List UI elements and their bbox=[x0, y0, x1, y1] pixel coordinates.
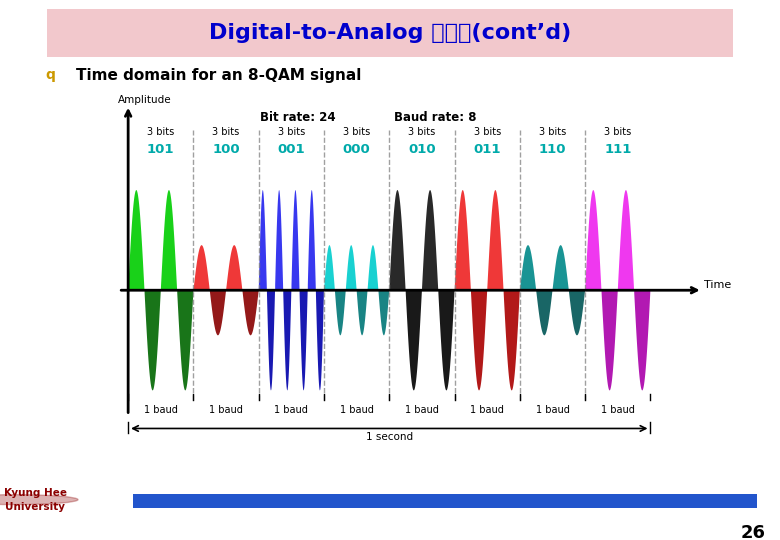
Text: Baud rate: 8: Baud rate: 8 bbox=[394, 111, 477, 124]
Text: 3 bits: 3 bits bbox=[604, 127, 631, 137]
Text: 3 bits: 3 bits bbox=[343, 127, 370, 137]
Text: 011: 011 bbox=[473, 144, 501, 157]
Text: 101: 101 bbox=[147, 144, 175, 157]
Text: 3 bits: 3 bits bbox=[147, 127, 175, 137]
Text: 3 bits: 3 bits bbox=[408, 127, 435, 137]
Text: 1 baud: 1 baud bbox=[340, 406, 374, 415]
Text: 3 bits: 3 bits bbox=[473, 127, 501, 137]
Text: Time domain for an 8-QAM signal: Time domain for an 8-QAM signal bbox=[76, 68, 361, 83]
Text: Amplitude: Amplitude bbox=[119, 95, 172, 105]
Text: 1 baud: 1 baud bbox=[601, 406, 635, 415]
Text: Time: Time bbox=[704, 280, 731, 290]
Text: 26: 26 bbox=[740, 524, 765, 540]
Text: 3 bits: 3 bits bbox=[539, 127, 566, 137]
Bar bbox=[133, 494, 757, 508]
Text: 1 baud: 1 baud bbox=[275, 406, 308, 415]
FancyBboxPatch shape bbox=[12, 7, 768, 59]
Text: Bit rate: 24: Bit rate: 24 bbox=[260, 111, 335, 124]
Text: 3 bits: 3 bits bbox=[212, 127, 239, 137]
Text: 1 baud: 1 baud bbox=[209, 406, 243, 415]
Text: 1 second: 1 second bbox=[366, 433, 413, 442]
Text: 001: 001 bbox=[278, 144, 305, 157]
Text: 1 baud: 1 baud bbox=[405, 406, 439, 415]
Text: Digital-to-Analog 부호화(cont’d): Digital-to-Analog 부호화(cont’d) bbox=[209, 23, 571, 43]
Circle shape bbox=[0, 495, 78, 504]
Text: q: q bbox=[45, 68, 55, 82]
Text: 111: 111 bbox=[604, 144, 632, 157]
Text: 100: 100 bbox=[212, 144, 240, 157]
Text: Kyung Hee
University: Kyung Hee University bbox=[4, 488, 66, 511]
Text: 1 baud: 1 baud bbox=[470, 406, 504, 415]
Text: 1 baud: 1 baud bbox=[144, 406, 178, 415]
Text: 010: 010 bbox=[408, 144, 436, 157]
Text: 1 baud: 1 baud bbox=[536, 406, 569, 415]
Text: 3 bits: 3 bits bbox=[278, 127, 305, 137]
Text: 110: 110 bbox=[539, 144, 566, 157]
Text: 000: 000 bbox=[342, 144, 370, 157]
